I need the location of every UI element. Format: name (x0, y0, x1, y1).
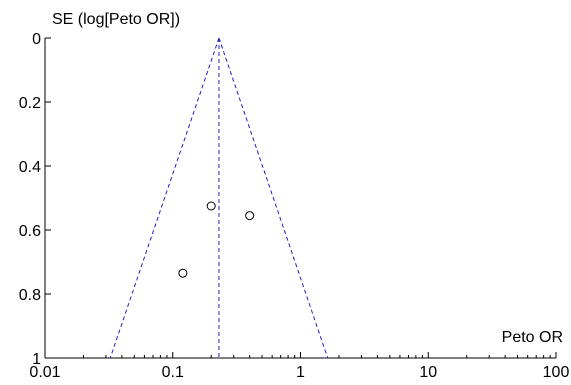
y-tick-label: 1 (32, 351, 41, 368)
y-tick-label: 0.6 (19, 223, 41, 240)
x-tick-label: 0.1 (162, 364, 184, 381)
x-ticks: 0.01 0.1 1 10 100 (29, 352, 569, 381)
study-point (178, 268, 188, 278)
y-tick-label: 0.8 (19, 287, 41, 304)
x-tick-label: 10 (419, 364, 437, 381)
y-tick-label: 0.4 (19, 159, 41, 176)
funnel-lines (109, 37, 329, 359)
y-tick-label: 0.2 (19, 95, 41, 112)
y-ticks: 0 0.2 0.4 0.6 0.8 1 (19, 31, 51, 368)
y-axis-title: SE (log[Peto OR]) (52, 11, 180, 28)
study-point (245, 211, 255, 221)
study-point (206, 201, 216, 211)
x-tick-label: 100 (543, 364, 570, 381)
funnel-left-limit (109, 37, 220, 359)
plot-area: 0.01 0.1 1 10 100 0 0.2 0.4 0.6 0.8 1 (19, 31, 570, 381)
x-tick-label: 0.01 (29, 364, 60, 381)
y-tick-label: 0 (32, 31, 41, 48)
data-points (178, 201, 255, 278)
funnel-right-limit (218, 37, 329, 359)
x-axis-title: Peto OR (502, 329, 563, 346)
x-tick-label: 1 (296, 364, 305, 381)
